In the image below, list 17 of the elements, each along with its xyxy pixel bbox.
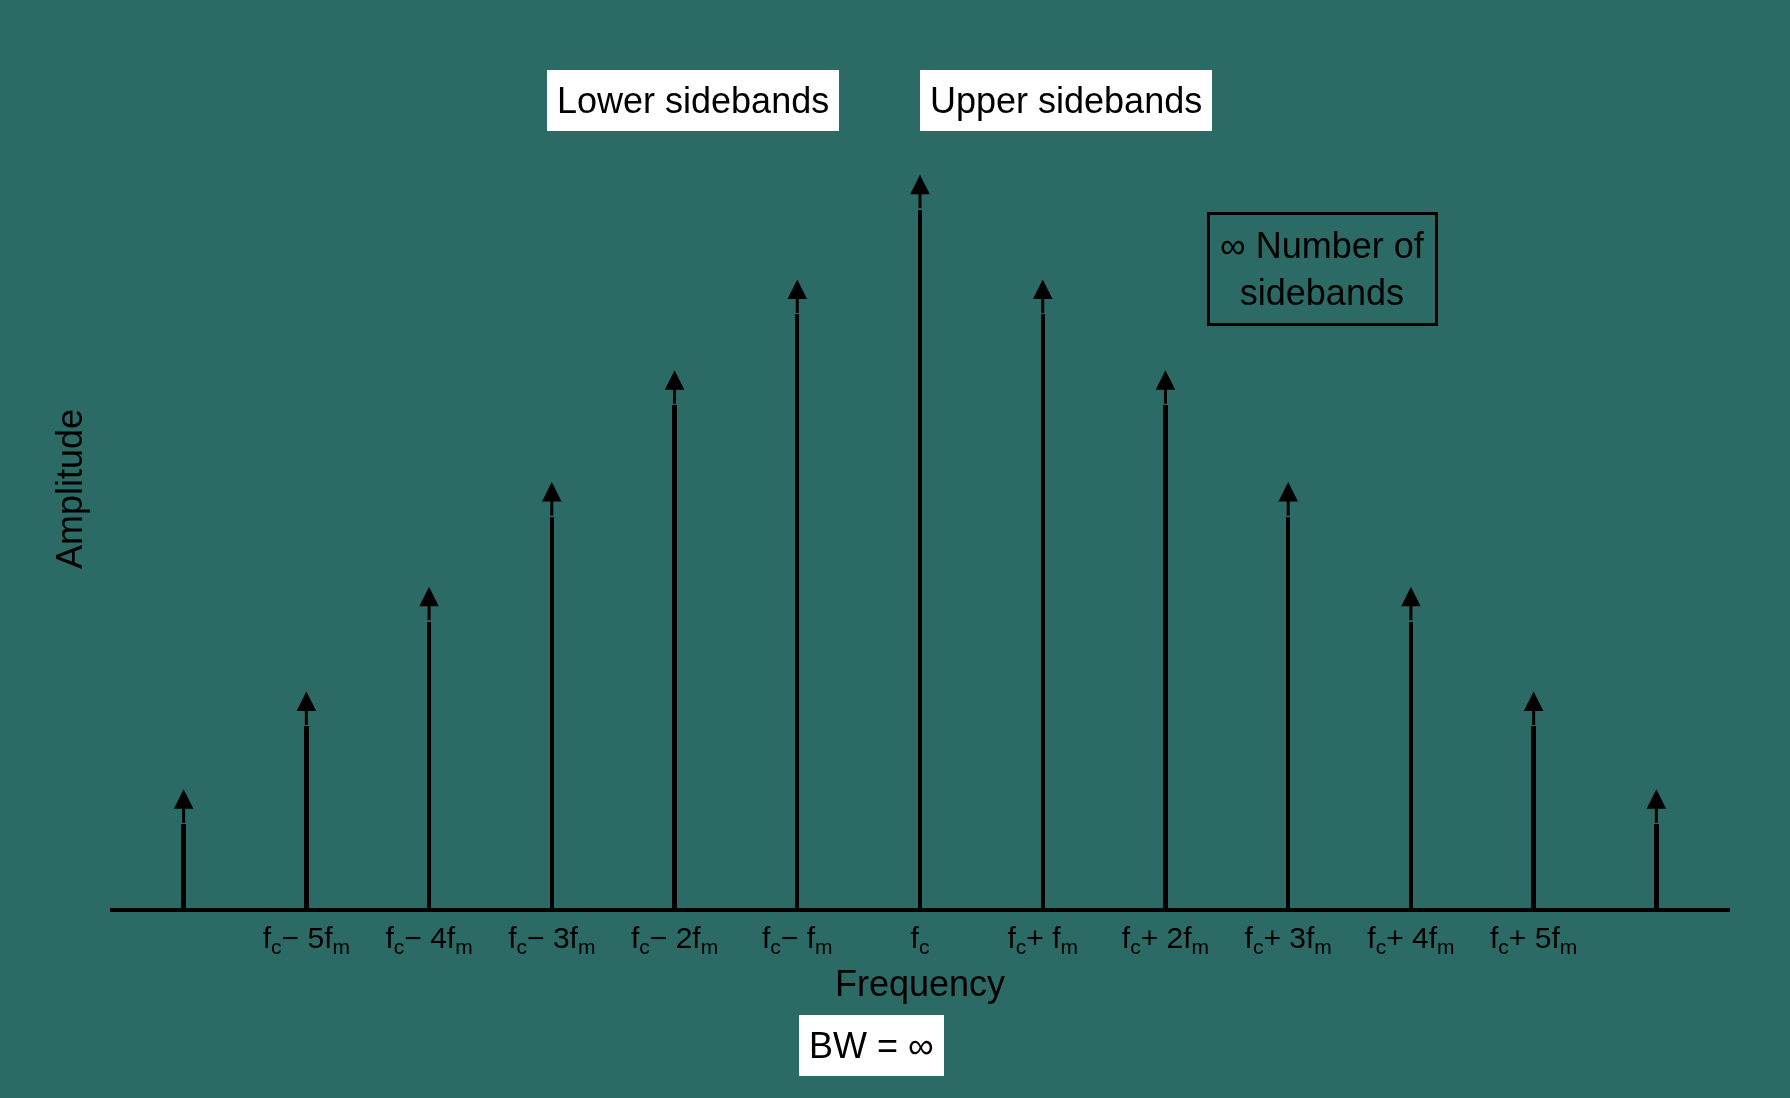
x-tick-label: f$_{c}$+ 5f$_{m}$	[1490, 921, 1578, 959]
text: Upper sidebands	[930, 80, 1203, 121]
x-tick-label: f$_{c}$+ 4f$_{m}$	[1367, 921, 1455, 959]
x-tick-label: f$_{c}$− 4f$_{m}$	[385, 921, 473, 959]
x-tick-label: f$_{c}$+ 2f$_{m}$	[1121, 921, 1210, 959]
x-tick-label: f$_{c}$+ f$_{m}$	[1007, 921, 1078, 959]
x-tick-label: f$_{c}$− 5f$_{m}$	[262, 921, 350, 959]
x-tick-label: f$_{c}$− f$_{m}$	[762, 921, 833, 959]
x-tick-label: f$_{c}$− 2f$_{m}$	[630, 921, 719, 959]
x-tick-label: f$_{c}$	[910, 921, 930, 959]
annotation: ∞ Number of sidebands	[1220, 225, 1425, 313]
x-tick-label: f$_{c}$− 3f$_{m}$	[508, 921, 596, 959]
x-tick-label: f$_{c}$+ 3f$_{m}$	[1244, 921, 1332, 959]
text: Lower sidebands	[557, 80, 830, 121]
y-axis-title: Amplitude	[48, 408, 90, 570]
x-axis-title: Frequency	[834, 963, 1006, 1005]
text: BW = ∞	[809, 1025, 934, 1066]
